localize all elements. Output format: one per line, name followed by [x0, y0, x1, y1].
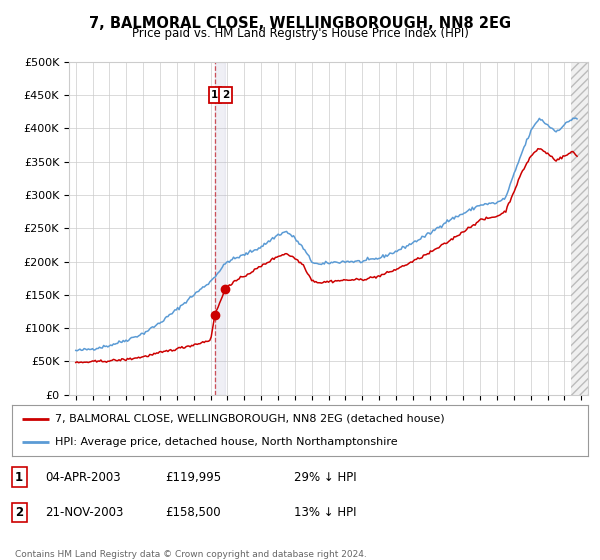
Text: Price paid vs. HM Land Registry's House Price Index (HPI): Price paid vs. HM Land Registry's House …: [131, 27, 469, 40]
Text: 1: 1: [15, 470, 23, 484]
Bar: [215, 62, 226, 395]
Text: 7, BALMORAL CLOSE, WELLINGBOROUGH, NN8 2EG: 7, BALMORAL CLOSE, WELLINGBOROUGH, NN8 2…: [89, 16, 511, 31]
Text: 13% ↓ HPI: 13% ↓ HPI: [294, 506, 356, 519]
Text: HPI: Average price, detached house, North Northamptonshire: HPI: Average price, detached house, Nort…: [55, 437, 398, 447]
Text: £158,500: £158,500: [165, 506, 221, 519]
Text: 04-APR-2003: 04-APR-2003: [45, 470, 121, 484]
Text: 1: 1: [211, 90, 218, 100]
Text: 2: 2: [222, 90, 229, 100]
Text: 21-NOV-2003: 21-NOV-2003: [45, 506, 124, 519]
Text: 7, BALMORAL CLOSE, WELLINGBOROUGH, NN8 2EG (detached house): 7, BALMORAL CLOSE, WELLINGBOROUGH, NN8 2…: [55, 414, 445, 424]
Bar: [571, 62, 588, 395]
Text: 29% ↓ HPI: 29% ↓ HPI: [294, 470, 356, 484]
Text: Contains HM Land Registry data © Crown copyright and database right 2024.
This d: Contains HM Land Registry data © Crown c…: [15, 550, 367, 560]
Text: £119,995: £119,995: [165, 470, 221, 484]
Text: 2: 2: [15, 506, 23, 519]
